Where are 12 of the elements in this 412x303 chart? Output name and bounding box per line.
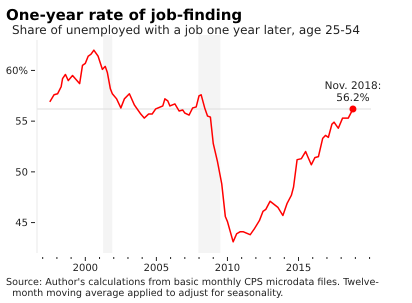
annotation: Nov. 2018: 56.2%: [324, 80, 382, 104]
chart-subtitle: Share of unemployed with a job one year later, age 25-54: [12, 23, 360, 37]
x-tick-label: 2015: [286, 263, 312, 274]
y-tick-label: 60%: [6, 66, 28, 77]
x-tick-label: 2005: [144, 263, 170, 274]
y-tick-label: 50: [15, 167, 28, 178]
y-tick-label: 45: [15, 218, 28, 230]
x-tick-label: 2000: [72, 263, 98, 274]
x-tick-label: 2010: [214, 263, 240, 274]
chart-title: One-year rate of job-finding: [6, 6, 242, 24]
source-note: Source: Author's calculations from basic monthly CPS microdata files. Twelve- month moving average applied to adjust for seasonality.: [6, 277, 379, 299]
y-tick-label: 55: [15, 116, 28, 128]
